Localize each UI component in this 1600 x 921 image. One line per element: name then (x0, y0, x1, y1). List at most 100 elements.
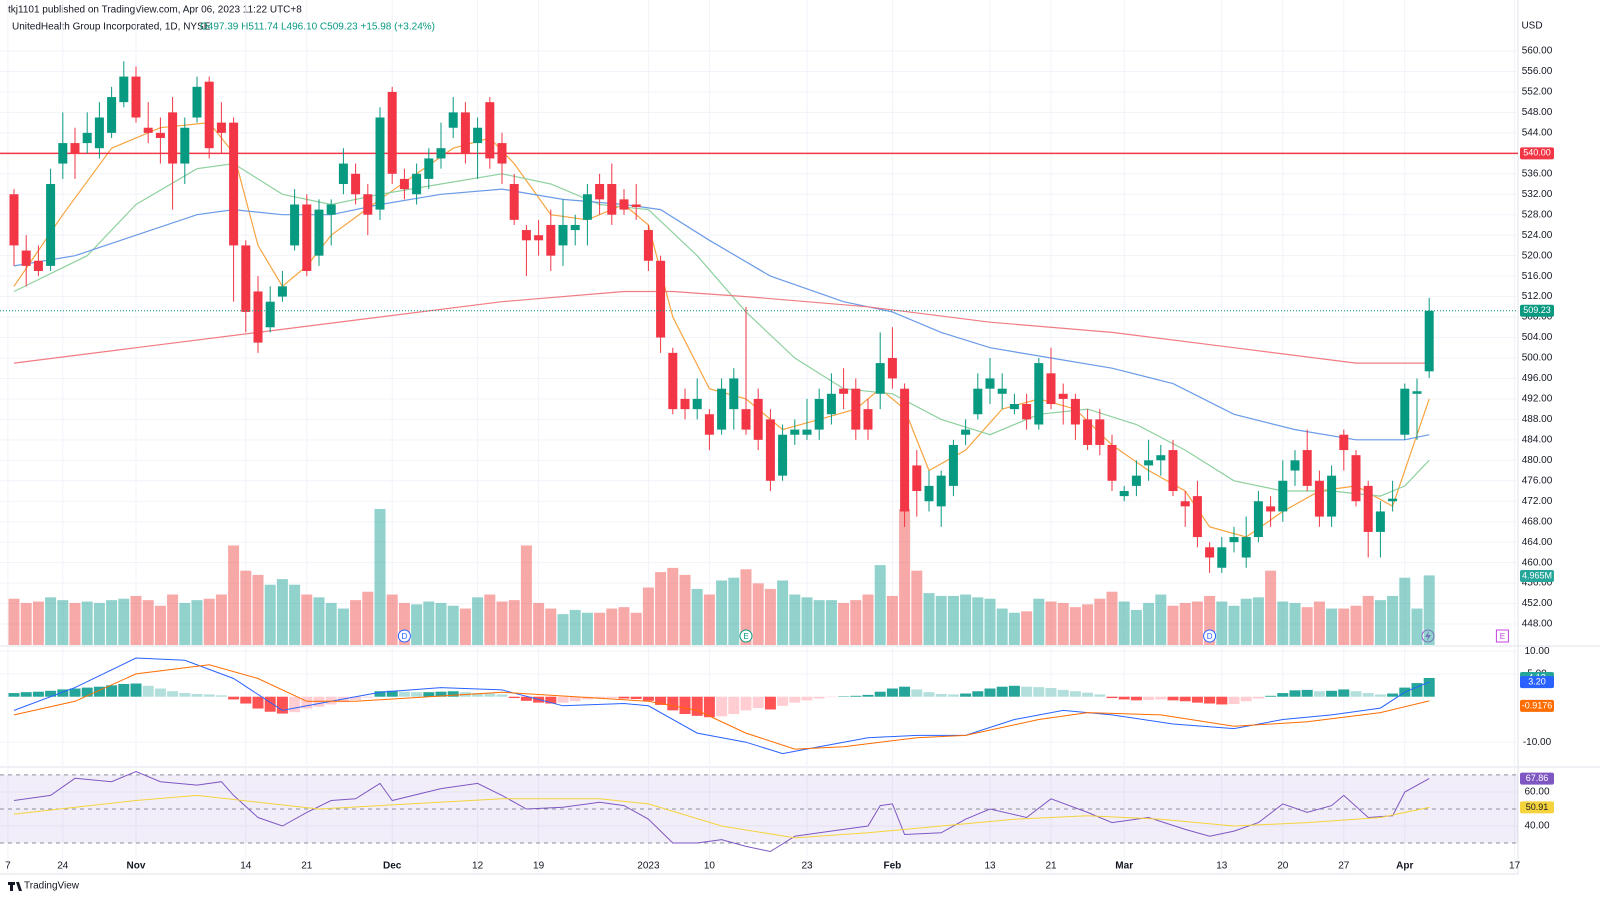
macd-histogram (985, 689, 996, 697)
candle-body (546, 225, 555, 256)
macd-histogram (509, 697, 520, 698)
candle-body (705, 414, 714, 434)
candle-body (668, 353, 677, 409)
macd-histogram (924, 692, 935, 697)
volume-bar (948, 596, 959, 645)
candle-body (1230, 537, 1239, 542)
volume-bar (338, 609, 349, 645)
y-tick-label: 528.00 (1522, 209, 1553, 220)
macd-histogram (631, 697, 642, 699)
candle-body (46, 184, 55, 266)
volume-bar (1265, 571, 1276, 645)
y-tick-label: 40.00 (1524, 821, 1549, 832)
candle-body (1120, 491, 1129, 496)
candle-body (839, 389, 848, 394)
candle-body (1034, 363, 1043, 424)
candle-body (168, 112, 177, 163)
volume-bar (887, 596, 898, 645)
macd-histogram (277, 697, 288, 714)
volume-bar (570, 610, 581, 645)
y-tick-label: -10.00 (1523, 737, 1552, 748)
volume-bar (1241, 599, 1252, 645)
macd-histogram (1290, 690, 1301, 696)
candle-body (1388, 499, 1397, 502)
volume-bar (777, 581, 788, 645)
candle-body (1327, 476, 1336, 517)
candle-body (1156, 455, 1165, 460)
candle-body (998, 389, 1007, 394)
macd-histogram (1253, 697, 1264, 699)
volume-bar (619, 607, 630, 645)
volume-bar (1351, 606, 1362, 645)
x-tick-label: 21 (1045, 861, 1057, 872)
candle-body (1266, 506, 1275, 511)
macd-histogram (875, 692, 886, 697)
macd-histogram (1058, 690, 1069, 697)
macd-histogram (118, 684, 129, 697)
event-label: E (743, 632, 748, 641)
x-tick-label: 23 (801, 861, 813, 872)
volume-bar (45, 597, 56, 645)
macd-histogram (1375, 694, 1386, 696)
macd-histogram (179, 693, 190, 697)
candle-body (1108, 445, 1117, 481)
x-tick-label: 19 (533, 861, 545, 872)
event-label: E (1500, 632, 1505, 641)
candle-body (1315, 481, 1324, 517)
candle-body (327, 204, 336, 214)
volume-bar (179, 603, 190, 645)
macd-histogram (411, 692, 422, 697)
volume-bar (1046, 602, 1057, 645)
y-tick-label: 560.00 (1522, 46, 1553, 57)
y-tick-label: 532.00 (1522, 189, 1553, 200)
candle-body (217, 123, 226, 133)
candle-body (717, 389, 726, 430)
volume-bar (155, 606, 166, 645)
volume-bar (143, 600, 154, 645)
macd-histogram (753, 697, 764, 708)
macd-histogram (948, 694, 959, 696)
volume-bar (875, 565, 886, 645)
macd-histogram (1265, 696, 1276, 697)
volume-bar (1290, 603, 1301, 645)
candle-body (790, 430, 799, 435)
event-label: D (402, 632, 408, 641)
macd-histogram (1326, 691, 1337, 697)
candle-body (107, 97, 116, 133)
volume-bar (1314, 602, 1325, 645)
candle-body (461, 112, 470, 153)
volume-bar (1021, 611, 1032, 645)
volume-bar (1180, 603, 1191, 645)
candle-body (1071, 399, 1080, 425)
candle-body (1083, 419, 1092, 445)
macd-histogram (619, 697, 630, 699)
price-badge-label: 67.86 (1526, 773, 1549, 783)
candle-body (71, 143, 80, 153)
macd-histogram (1131, 697, 1142, 701)
candle-body (193, 87, 202, 118)
macd-histogram (497, 694, 508, 696)
volume-bar (972, 597, 983, 645)
volume-bar (70, 603, 81, 645)
macd-histogram (850, 696, 861, 697)
macd-histogram (997, 687, 1008, 697)
volume-bar (1119, 602, 1130, 645)
volume-bar (57, 600, 68, 645)
volume-bar (301, 595, 312, 645)
candle-body (485, 102, 494, 158)
volume-bar (118, 599, 129, 645)
candle-body (925, 486, 934, 501)
x-tick-label: 13 (984, 861, 996, 872)
volume-bar (802, 597, 813, 645)
candle-body (132, 77, 141, 118)
macd-histogram (1314, 691, 1325, 696)
y-tick-label: 460.00 (1522, 557, 1553, 568)
macd-histogram (155, 689, 166, 697)
candle-body (937, 476, 946, 507)
volume-bar (192, 600, 203, 645)
candle-body (742, 409, 751, 429)
volume-bar (826, 600, 837, 645)
event-label: D (1207, 632, 1213, 641)
volume-bar (655, 572, 666, 645)
